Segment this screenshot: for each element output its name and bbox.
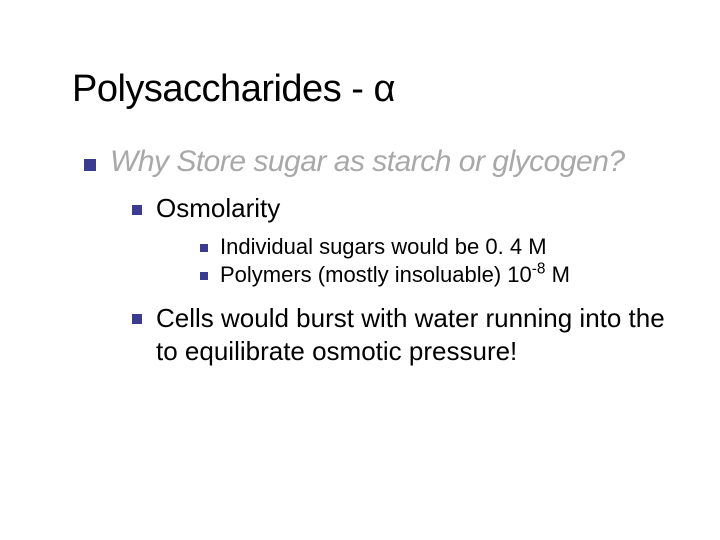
lvl2-text: Osmolarity <box>156 193 280 224</box>
square-bullet-icon <box>200 244 208 252</box>
bullet-lvl3-polymers: Polymers (mostly insoluable) 10-8 M <box>200 262 670 288</box>
square-bullet-icon <box>84 159 96 171</box>
lvl3b-prefix: Polymers (mostly insoluable) 10 <box>220 262 532 287</box>
slide-title: Polysaccharides - α <box>72 68 670 111</box>
lvl3-text-polymers: Polymers (mostly insoluable) 10-8 M <box>220 262 570 288</box>
square-bullet-icon <box>132 314 142 324</box>
lvl2b-text: Cells would burst with water running int… <box>156 302 670 367</box>
lvl3b-suffix: M <box>545 262 569 287</box>
bullet-lvl3-individual: Individual sugars would be 0. 4 M <box>200 234 670 260</box>
bullet-lvl1: Why Store sugar as starch or glycogen? <box>84 145 670 179</box>
slide-container: Polysaccharides - α Why Store sugar as s… <box>0 0 720 540</box>
lvl1-text: Why Store sugar as starch or glycogen? <box>110 145 625 179</box>
lvl3b-superscript: -8 <box>532 261 546 278</box>
square-bullet-icon <box>200 272 208 280</box>
lvl3-text: Individual sugars would be 0. 4 M <box>220 234 547 260</box>
bullet-lvl2-cells: Cells would burst with water running int… <box>132 302 670 367</box>
bullet-lvl2-osmolarity: Osmolarity <box>132 193 670 224</box>
square-bullet-icon <box>132 205 142 215</box>
